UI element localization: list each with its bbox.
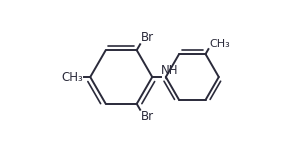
Text: CH₃: CH₃ — [209, 39, 230, 49]
Text: CH₃: CH₃ — [62, 71, 83, 83]
Text: Br: Br — [141, 31, 154, 44]
Text: Br: Br — [141, 110, 154, 123]
Text: NH: NH — [161, 64, 178, 77]
